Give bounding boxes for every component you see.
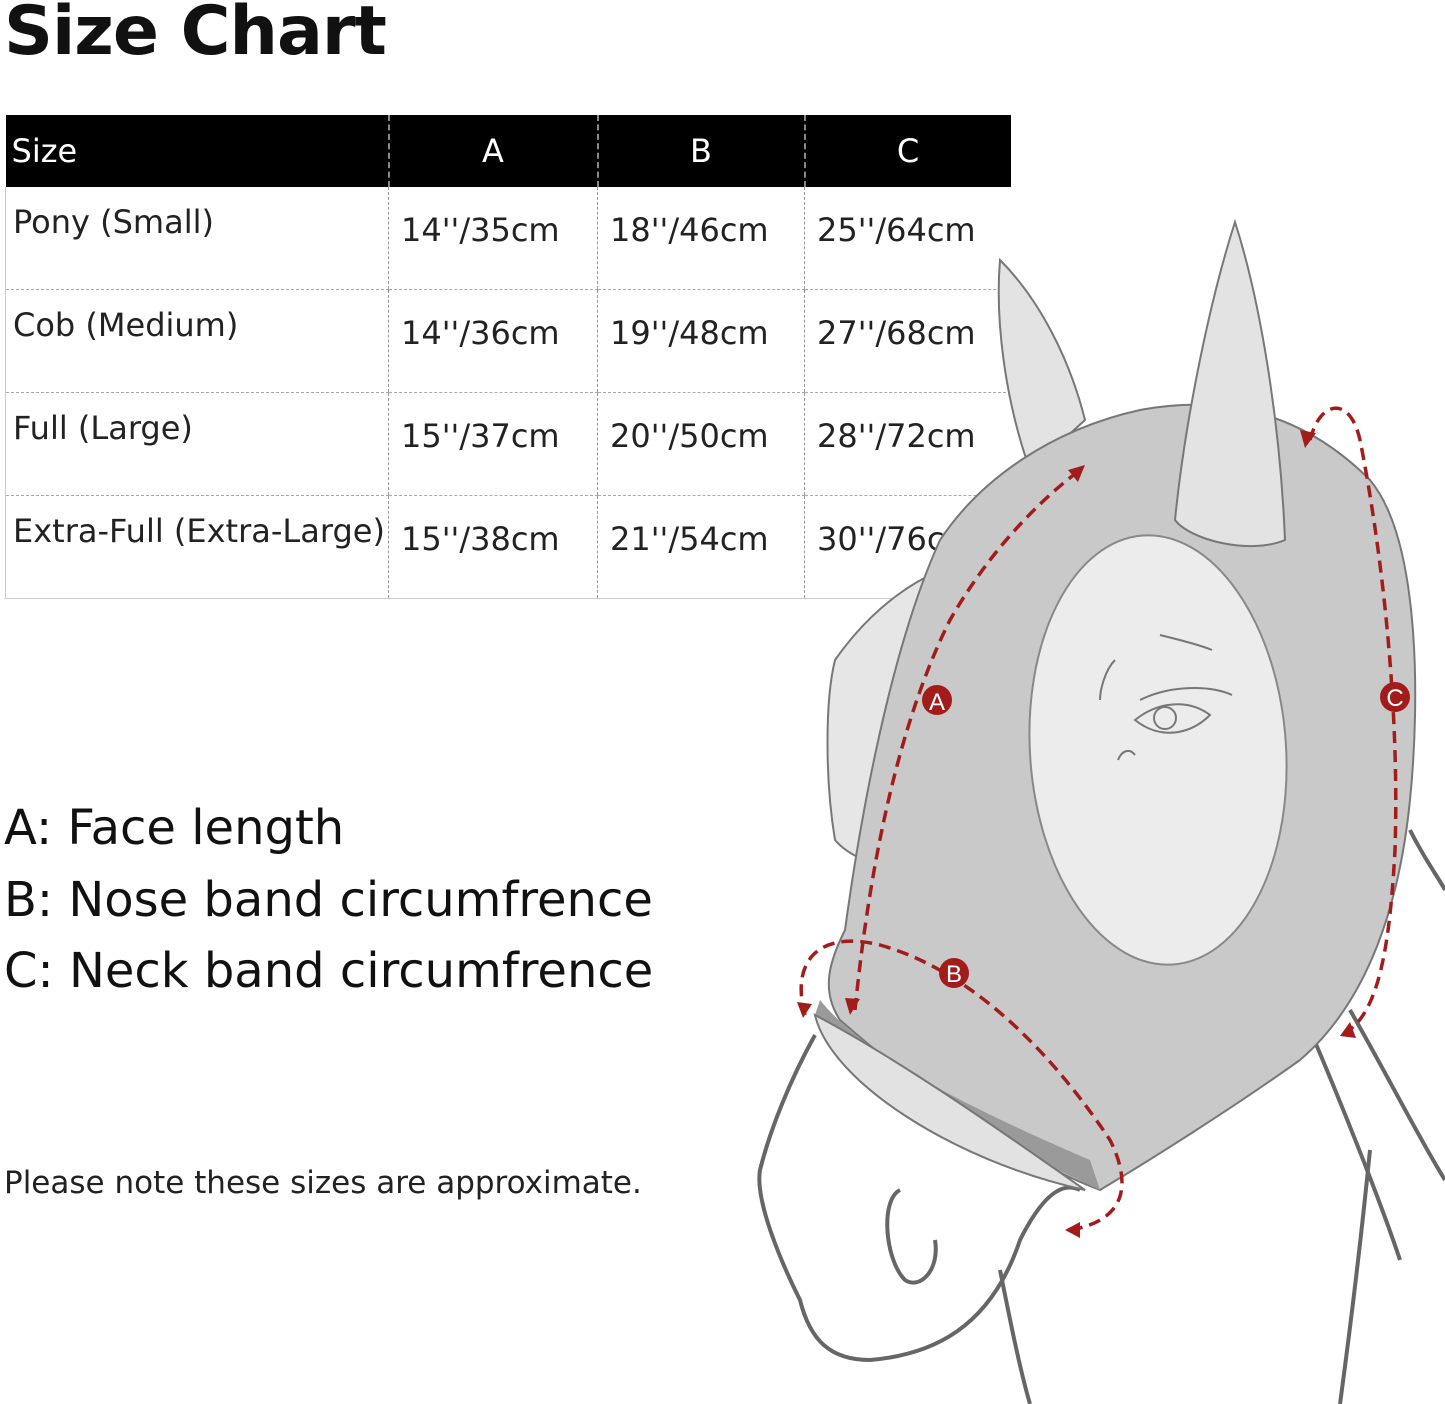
table-row: Extra-Full (Extra-Large) 15''/38cm 21''/…	[5, 495, 1011, 599]
table-header-row: Size A B C	[5, 115, 1011, 187]
a-cell: 15''/38cm	[388, 495, 598, 599]
table-row: Full (Large) 15''/37cm 20''/50cm 28''/72…	[5, 392, 1011, 496]
size-cell: Cob (Medium)	[5, 289, 389, 393]
size-cell: Pony (Small)	[5, 187, 389, 290]
label-c: C	[1386, 685, 1403, 712]
b-cell: 20''/50cm	[597, 392, 805, 496]
label-a-marker: A	[922, 685, 952, 716]
header-a: A	[387, 115, 598, 187]
arrowheads	[797, 430, 1356, 1238]
label-b: B	[946, 961, 962, 988]
label-b-marker: B	[939, 958, 969, 988]
horse-mask-diagram: A B C	[757, 218, 1445, 1404]
b-cell: 21''/54cm	[597, 495, 805, 599]
b-cell: 18''/46cm	[597, 187, 805, 290]
legend-c: C: Neck band circumfrence	[4, 943, 654, 999]
eye-icon	[1099, 634, 1233, 761]
measure-c-line	[1308, 406, 1398, 1037]
eye-opening	[1028, 534, 1288, 966]
header-c: C	[803, 115, 1011, 187]
size-cell: Extra-Full (Extra-Large)	[5, 495, 389, 599]
table-row: Pony (Small) 14''/35cm 18''/46cm 25''/64…	[5, 187, 1011, 290]
horse-head-outline	[757, 829, 1445, 1404]
a-cell: 14''/35cm	[388, 187, 598, 290]
measure-lines	[799, 406, 1398, 1232]
c-cell: 25''/64cm	[804, 187, 1011, 290]
header-b: B	[596, 115, 805, 187]
b-cell: 19''/48cm	[597, 289, 805, 393]
noseband	[815, 1000, 1100, 1190]
c-cell: 27''/68cm	[804, 289, 1011, 393]
measure-a-line	[853, 468, 1082, 1011]
size-note: Please note these sizes are approximate.	[4, 1165, 642, 1201]
table-row: Cob (Medium) 14''/36cm 19''/48cm 27''/68…	[5, 289, 1011, 393]
size-cell: Full (Large)	[5, 392, 389, 496]
legend-b: B: Nose band circumfrence	[4, 872, 653, 928]
a-cell: 15''/37cm	[388, 392, 598, 496]
a-cell: 14''/36cm	[388, 289, 598, 393]
right-ear	[1173, 218, 1287, 548]
page-title: Size Chart	[4, 0, 387, 71]
muzzle-opening	[813, 1013, 1086, 1191]
header-size: Size	[5, 115, 389, 187]
size-table: Size A B C Pony (Small) 14''/35cm 18''/4…	[5, 115, 1011, 599]
label-c-marker: C	[1380, 682, 1410, 712]
label-a: A	[929, 689, 945, 716]
c-cell: 28''/72cm	[804, 392, 1011, 496]
legend-a: A: Face length	[4, 800, 345, 856]
